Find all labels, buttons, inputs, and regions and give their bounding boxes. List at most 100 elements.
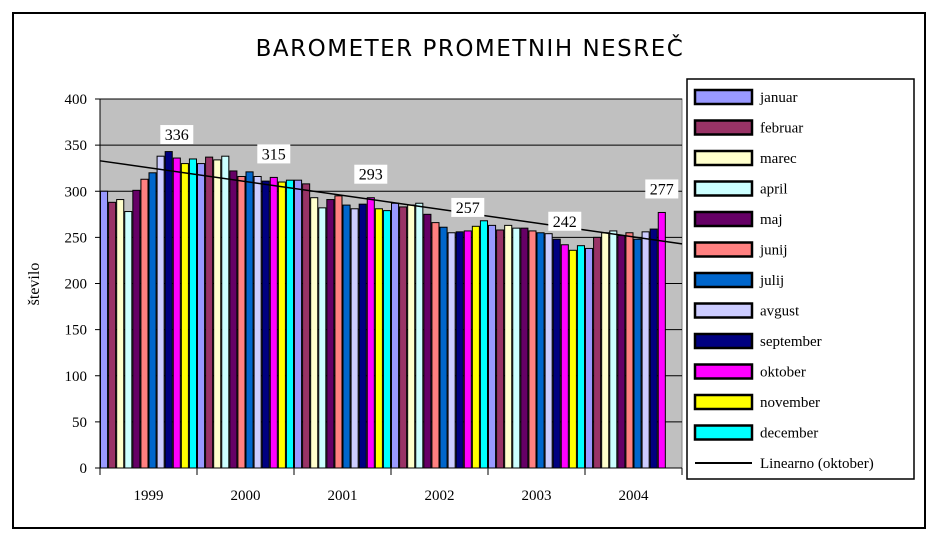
data-label: 257 <box>456 200 480 217</box>
legend-swatch-maj <box>693 210 754 228</box>
legend-label: marec <box>760 151 797 167</box>
x-tick-label: 2003 <box>522 488 552 504</box>
y-tick-label: 150 <box>65 323 88 339</box>
bar-maj <box>326 199 335 469</box>
y-tick-label: 250 <box>65 230 88 246</box>
legend-swatch-januar <box>693 88 754 106</box>
bar-avgust <box>447 232 456 469</box>
bar-oktober <box>560 244 569 469</box>
bar-avgust <box>641 231 650 469</box>
bar-december <box>382 210 391 469</box>
bar-december <box>188 158 198 469</box>
y-tick-label: 300 <box>65 184 88 200</box>
legend-label: avgust <box>760 304 800 320</box>
legend-swatch-oktober <box>693 363 754 380</box>
bar-december <box>576 245 586 469</box>
bar-oktober <box>172 157 181 469</box>
bar-maj <box>520 227 529 469</box>
legend-swatch-december <box>693 424 754 441</box>
bar-januar <box>391 202 400 469</box>
legend-label: oktober <box>760 365 806 381</box>
legend-label: julij <box>759 273 784 289</box>
bar-julij <box>633 238 642 469</box>
bar-oktober <box>657 211 666 469</box>
chart-title: BAROMETER PROMETNIH NESREČ <box>255 36 685 62</box>
bar-januar <box>488 224 497 469</box>
data-label-bg <box>451 197 485 217</box>
legend-label: februar <box>760 121 803 137</box>
data-label-bg <box>257 144 291 164</box>
bar-februar <box>496 229 505 469</box>
bar-maj <box>617 235 626 469</box>
bar-januar <box>585 247 594 469</box>
bar-avgust <box>350 208 359 469</box>
bar-oktober <box>269 176 278 469</box>
y-tick-label: 350 <box>65 138 88 154</box>
bar-junij <box>140 178 149 469</box>
bar-januar <box>100 190 109 469</box>
x-tick-label: 2000 <box>231 488 261 504</box>
data-label-bg <box>160 125 194 145</box>
bar-september <box>552 238 561 469</box>
bar-junij <box>237 175 246 469</box>
bar-september <box>261 180 270 469</box>
bar-januar <box>197 163 206 469</box>
bar-december <box>479 220 488 469</box>
legend-label: Linearno (oktober) <box>760 456 874 472</box>
bar-junij <box>431 222 440 469</box>
bar-april <box>609 230 618 469</box>
bar-februar <box>108 201 117 469</box>
bar-september <box>164 151 173 469</box>
legend-swatch-april <box>693 180 754 197</box>
bar-junij <box>334 195 343 469</box>
bar-november <box>568 249 577 469</box>
x-tick-label: 2001 <box>328 488 358 504</box>
y-tick-label: 0 <box>80 461 88 477</box>
bar-februar <box>302 183 311 469</box>
bar-februar <box>593 236 602 469</box>
bar-julij <box>148 172 157 469</box>
bar-marec <box>310 197 319 469</box>
bar-julij <box>439 226 448 469</box>
bar-oktober <box>463 230 472 469</box>
legend-swatch-junij <box>693 241 754 258</box>
data-label-bg <box>548 211 582 231</box>
y-tick-label: 100 <box>65 369 88 385</box>
bar-december <box>285 179 294 469</box>
data-label: 315 <box>262 146 286 163</box>
bar-februar <box>399 206 408 469</box>
bar-november <box>374 208 383 469</box>
legend-label: junij <box>759 243 788 259</box>
x-tick-label: 2002 <box>425 488 455 504</box>
bar-marec <box>601 232 610 469</box>
bar-april <box>512 227 521 469</box>
legend-label: maj <box>760 212 783 228</box>
data-label: 242 <box>553 214 577 231</box>
bar-april <box>318 207 327 469</box>
bar-september <box>649 228 658 469</box>
bar-november <box>277 181 286 469</box>
data-label-bg <box>645 179 679 199</box>
bar-september <box>358 203 367 469</box>
bar-oktober <box>366 197 375 469</box>
x-tick-label: 1999 <box>134 488 164 504</box>
legend-label: september <box>760 334 822 350</box>
bar-julij <box>342 204 351 469</box>
bar-januar <box>294 179 303 469</box>
bar-julij <box>245 171 254 469</box>
bar-april <box>415 202 424 469</box>
data-label: 277 <box>650 181 674 198</box>
y-tick-label: 200 <box>65 277 88 293</box>
bar-junij <box>528 230 537 469</box>
legend-swatch-marec <box>693 149 754 167</box>
legend-swatch-februar <box>693 119 754 136</box>
bar-avgust <box>544 233 553 469</box>
legend-label: april <box>760 182 788 198</box>
bar-februar <box>205 156 214 469</box>
data-label: 336 <box>165 127 189 144</box>
data-label: 293 <box>359 167 383 184</box>
legend-label: november <box>760 395 820 411</box>
x-tick-label: 2004 <box>619 488 650 504</box>
legend-swatch-november <box>693 393 754 411</box>
